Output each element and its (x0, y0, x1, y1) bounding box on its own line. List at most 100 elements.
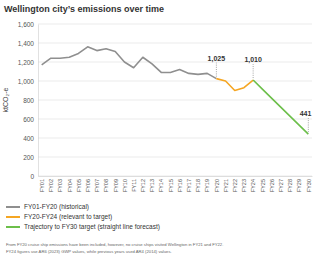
x-tick: FY03 (57, 176, 63, 192)
chart: Wellington city’s emissions over time020… (0, 0, 320, 262)
x-tick: FY12 (140, 176, 146, 192)
legend-label: FY20-FY24 (relevant to target) (24, 213, 112, 221)
x-tick-label: FY15 (168, 179, 174, 192)
annotation-leader (308, 118, 309, 132)
y-tick: 0 (30, 173, 38, 180)
y-tick: 1,400 (18, 40, 38, 47)
x-tick: FY05 (76, 176, 82, 192)
y-tick: 1,000 (18, 78, 38, 85)
x-tick: FY13 (149, 176, 155, 192)
grid-line (38, 119, 312, 120)
y-tick-label: 1,600 (18, 21, 35, 28)
x-tick-label: FY06 (85, 179, 91, 192)
x-tick-label: FY25 (260, 179, 266, 192)
x-tick-label: FY18 (195, 179, 201, 192)
x-tick-label: FY16 (177, 179, 183, 192)
grid-line (38, 24, 312, 25)
y-tick-label: 1,000 (18, 78, 35, 85)
y-tick: 1,200 (18, 59, 38, 66)
x-tick-label: FY22 (232, 179, 238, 192)
annotation-label: 1,025 (208, 55, 226, 63)
x-tick: FY23 (241, 176, 247, 192)
plot-area (42, 47, 309, 134)
x-tick-label: FY14 (158, 179, 164, 192)
grid-line (38, 43, 312, 44)
grid-line (38, 157, 312, 158)
series-line (253, 80, 308, 134)
x-tick: FY17 (186, 176, 192, 192)
x-tick: FY28 (287, 176, 293, 192)
annotation-leader (253, 64, 254, 78)
x-tick: FY15 (168, 176, 174, 192)
x-tick-label: FY10 (122, 179, 128, 192)
footnote: From FY20 cruise ship emissions have bee… (6, 242, 223, 247)
x-tick: FY18 (195, 176, 201, 192)
x-tick: FY02 (48, 176, 54, 192)
y-tick-label: 600 (23, 116, 34, 123)
x-axis: FY01FY02FY03FY04FY05FY06FY07FY08FY09FY10… (39, 176, 313, 192)
x-tick: FY16 (177, 176, 183, 192)
series-line (42, 47, 217, 79)
x-tick: FY10 (122, 176, 128, 192)
legend-label: FY01-FY20 (historical) (24, 203, 89, 211)
x-tick: FY19 (204, 176, 210, 192)
y-tick-label: 1,200 (18, 59, 35, 66)
grid (38, 24, 312, 176)
x-tick-label: FY23 (241, 179, 247, 192)
x-tick: FY01 (39, 176, 45, 192)
x-tick-label: FY19 (204, 179, 210, 192)
x-tick-label: FY08 (103, 179, 109, 192)
y-tick: 400 (23, 135, 38, 142)
x-tick-label: FY07 (94, 179, 100, 192)
y-axis: 02004006008001,0001,2001,4001,600 (18, 21, 39, 180)
annotation-leader (216, 63, 217, 77)
y-tick-label: 1,400 (18, 40, 35, 47)
x-tick: FY08 (103, 176, 109, 192)
x-tick: FY30 (306, 176, 312, 192)
x-tick: FY25 (260, 176, 266, 192)
grid-line (38, 176, 312, 177)
x-tick: FY24 (250, 176, 256, 192)
x-tick-label: FY24 (250, 179, 256, 192)
x-tick-label: FY11 (131, 179, 137, 192)
x-tick: FY06 (85, 176, 91, 192)
series-line (216, 79, 253, 91)
x-tick: FY07 (94, 176, 100, 192)
title: Wellington city’s emissions over time (4, 4, 164, 14)
legend-label: Trajectory to FY30 target (straight line… (24, 223, 160, 231)
y-tick-label: 400 (23, 135, 34, 142)
x-tick-label: FY01 (39, 179, 45, 192)
x-tick: FY26 (269, 176, 275, 192)
y-axis-line (38, 25, 39, 177)
x-tick-label: FY17 (186, 179, 192, 192)
x-tick-label: FY04 (67, 179, 73, 192)
annotation-label: 441 (300, 110, 312, 117)
y-tick-label: 0 (30, 173, 34, 180)
grid-line (38, 138, 312, 139)
x-tick-label: FY02 (48, 179, 54, 192)
x-tick-label: FY29 (296, 179, 302, 192)
y-tick: 800 (23, 97, 38, 104)
grid-line (38, 100, 312, 101)
x-tick-label: FY05 (76, 179, 82, 192)
legend-swatch (6, 226, 20, 228)
annotations: 1,025 1,010 441 (208, 55, 312, 132)
x-tick-label: FY13 (149, 179, 155, 192)
legend-swatch (6, 206, 20, 208)
annotation-label: 1,010 (244, 56, 262, 64)
x-tick-label: FY26 (269, 179, 275, 192)
x-tick: FY20 (214, 176, 220, 192)
x-tick: FY22 (232, 176, 238, 192)
footnote: FY24 figures use AR6 (2023) GWP values, … (6, 249, 172, 254)
y-tick: 600 (23, 116, 38, 123)
x-tick-label: FY27 (278, 179, 284, 192)
x-tick: FY04 (67, 176, 73, 192)
grid-line (38, 81, 312, 82)
x-tick-label: FY03 (57, 179, 63, 192)
y-tick-label: 800 (23, 97, 34, 104)
grid-line (38, 62, 312, 63)
y-axis-title: ktCO₂-e (2, 87, 9, 112)
x-tick: FY11 (131, 176, 137, 192)
x-tick-label: FY28 (287, 179, 293, 192)
legend: FY01-FY20 (historical) FY20-FY24 (relevan… (6, 203, 160, 231)
